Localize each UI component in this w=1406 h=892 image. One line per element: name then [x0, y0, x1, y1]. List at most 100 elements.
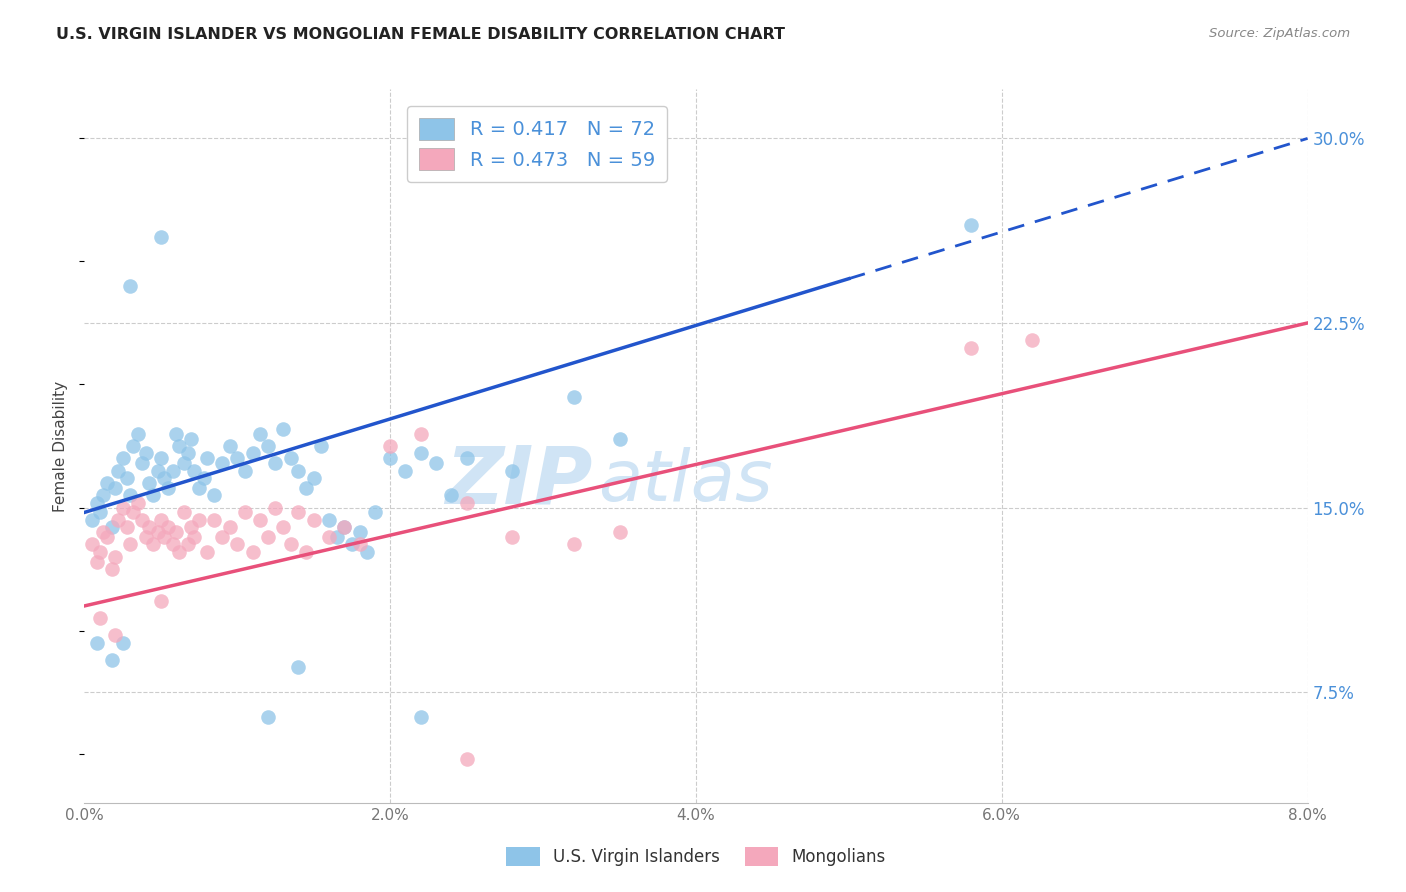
Point: [104, 549, 127, 564]
Point: [202, 513, 225, 527]
Point: [91, 525, 114, 540]
Point: [80, 513, 103, 527]
Point: [115, 520, 138, 534]
Point: [287, 464, 309, 478]
Point: [101, 520, 124, 534]
Point: [120, 279, 142, 293]
Point: [409, 446, 432, 460]
Point: [425, 456, 447, 470]
Point: [271, 520, 294, 534]
Point: [120, 537, 142, 551]
Point: [138, 475, 160, 490]
Point: [349, 525, 371, 540]
Point: [111, 636, 134, 650]
Point: [287, 660, 309, 674]
Point: [960, 218, 983, 232]
Point: [127, 426, 149, 441]
Point: [165, 525, 187, 540]
Point: [609, 525, 631, 540]
Point: [242, 446, 264, 460]
Point: [86, 636, 108, 650]
Point: [380, 439, 402, 453]
Point: [333, 520, 356, 534]
Point: [96, 530, 118, 544]
Point: [167, 439, 190, 453]
Point: [107, 513, 129, 527]
Point: [226, 537, 249, 551]
Point: [456, 495, 478, 509]
Point: [249, 513, 271, 527]
Point: [86, 555, 108, 569]
Point: [89, 505, 111, 519]
Point: [120, 488, 142, 502]
Point: [146, 525, 169, 540]
Point: [257, 709, 280, 723]
Point: [287, 505, 309, 519]
Point: [218, 520, 240, 534]
Point: [89, 545, 111, 559]
Point: [233, 505, 256, 519]
Y-axis label: Female Disability: Female Disability: [53, 380, 69, 512]
Point: [440, 488, 463, 502]
Point: [167, 545, 190, 559]
Point: [135, 530, 157, 544]
Point: [135, 446, 157, 460]
Point: [318, 513, 340, 527]
Point: [149, 594, 172, 608]
Point: [80, 537, 103, 551]
Point: [249, 426, 271, 441]
Point: [188, 513, 211, 527]
Point: [1021, 333, 1043, 347]
Point: [233, 464, 256, 478]
Point: [193, 471, 215, 485]
Point: [131, 456, 153, 470]
Point: [311, 439, 333, 453]
Point: [173, 505, 195, 519]
Point: [142, 488, 165, 502]
Point: [188, 481, 211, 495]
Point: [394, 464, 416, 478]
Point: [115, 471, 138, 485]
Legend: U.S. Virgin Islanders, Mongolians: U.S. Virgin Islanders, Mongolians: [499, 840, 893, 873]
Point: [101, 562, 124, 576]
Point: [264, 500, 287, 515]
Point: [104, 481, 127, 495]
Point: [211, 530, 233, 544]
Point: [111, 500, 134, 515]
Point: [183, 464, 205, 478]
Point: [409, 426, 432, 441]
Point: [226, 451, 249, 466]
Point: [195, 545, 218, 559]
Point: [122, 439, 145, 453]
Point: [146, 464, 169, 478]
Text: ZIP: ZIP: [444, 442, 592, 521]
Point: [86, 495, 108, 509]
Point: [162, 537, 184, 551]
Point: [502, 530, 524, 544]
Point: [302, 471, 325, 485]
Text: U.S. VIRGIN ISLANDER VS MONGOLIAN FEMALE DISABILITY CORRELATION CHART: U.S. VIRGIN ISLANDER VS MONGOLIAN FEMALE…: [56, 27, 785, 42]
Text: Source: ZipAtlas.com: Source: ZipAtlas.com: [1209, 27, 1350, 40]
Point: [356, 545, 378, 559]
Point: [562, 390, 585, 404]
Point: [295, 481, 318, 495]
Point: [264, 456, 287, 470]
Point: [162, 464, 184, 478]
Text: atlas: atlas: [598, 447, 773, 516]
Point: [409, 709, 432, 723]
Point: [89, 611, 111, 625]
Point: [91, 488, 114, 502]
Point: [271, 422, 294, 436]
Point: [149, 451, 172, 466]
Point: [340, 537, 363, 551]
Point: [302, 513, 325, 527]
Point: [149, 230, 172, 244]
Point: [456, 751, 478, 765]
Point: [104, 628, 127, 642]
Point: [173, 456, 195, 470]
Point: [257, 439, 280, 453]
Point: [333, 520, 356, 534]
Point: [111, 451, 134, 466]
Point: [295, 545, 318, 559]
Point: [165, 426, 187, 441]
